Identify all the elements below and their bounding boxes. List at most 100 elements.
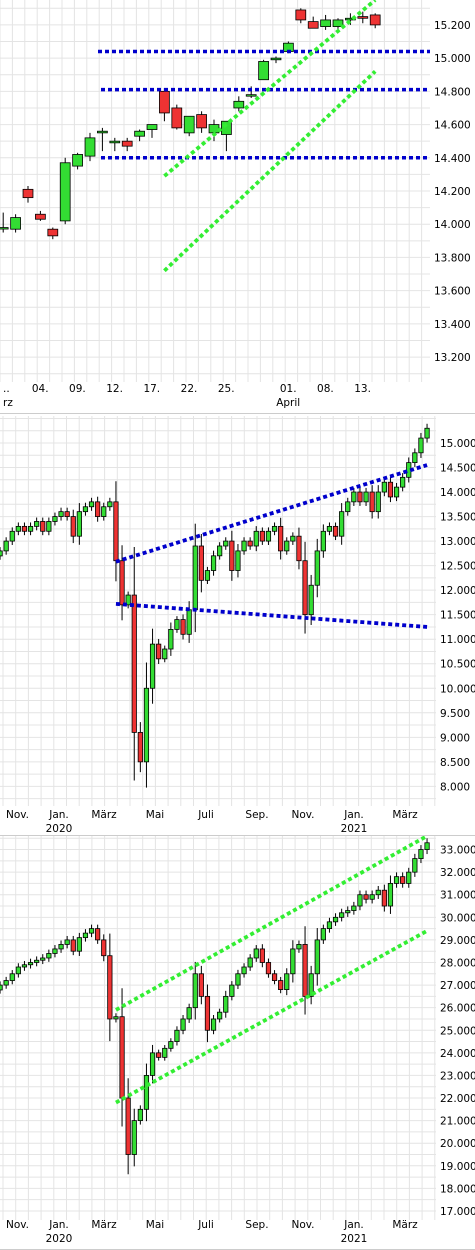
grid [0, 836, 436, 1220]
candle-up [314, 939, 320, 975]
candle-down [101, 939, 107, 957]
candle-down [363, 894, 369, 900]
candle-up [245, 94, 257, 97]
candle-up [223, 540, 229, 547]
candle-up [418, 849, 424, 859]
candle-down [247, 540, 253, 547]
candle-down [125, 1097, 131, 1155]
candle-up [162, 1047, 168, 1058]
y-tick-label: 25.000 [440, 1025, 475, 1037]
candle-up [143, 687, 150, 763]
candle-up [192, 973, 198, 1009]
chart-panel-daily: 13.200 13.400 13.600 13.800 14.000 14.200 14.4… [0, 0, 475, 414]
candle-down [369, 14, 381, 26]
y-tick-label: 22.000 [440, 1093, 475, 1105]
candle-up [183, 115, 195, 134]
x-tick-label: 22. [181, 383, 198, 395]
x-tick-label: Jan. [343, 1219, 364, 1231]
x-tick-label: März [91, 1219, 117, 1231]
candle-down [387, 481, 394, 498]
candle-up [265, 530, 272, 542]
y-tick-label: 18.000 [440, 1183, 475, 1195]
candle-up [101, 506, 107, 517]
candle-up [168, 1041, 174, 1049]
candle-down [95, 501, 101, 517]
candle-up [253, 948, 259, 959]
x-tick-label: 25. [218, 383, 235, 395]
candle-down [95, 928, 101, 941]
x-tick-label: .. [3, 383, 10, 395]
candle-up [375, 889, 381, 896]
candle-up [241, 966, 247, 975]
candle-up [186, 609, 192, 635]
y-tick-label: 17.000 [440, 1206, 475, 1218]
candle-up [363, 491, 369, 503]
candle-up [284, 973, 290, 991]
candle-up [290, 535, 296, 542]
candle-up [412, 858, 418, 873]
candle-up [146, 124, 158, 130]
candle-up [345, 910, 351, 914]
candle-up [149, 1052, 156, 1076]
candle-up [284, 540, 290, 552]
x-tick-label: März [392, 1219, 418, 1231]
x-tick-label: März [392, 809, 418, 821]
x-tick-label: 04. [32, 383, 49, 395]
x-tick-label: Mai [146, 1219, 164, 1231]
candle-up [84, 137, 96, 157]
candle-up [9, 530, 15, 542]
x-tick-label: Sep. [245, 809, 268, 821]
candle-up [339, 912, 345, 918]
candle-up [223, 995, 229, 1013]
candle-up [97, 130, 108, 134]
y-tick-label: 14.000 [440, 487, 475, 499]
candle-down [265, 962, 272, 975]
candle-down [70, 939, 76, 952]
candle-up [320, 928, 326, 941]
candle-up [326, 525, 333, 532]
candle-down [137, 732, 143, 763]
candle-up [52, 516, 58, 522]
candle-up [180, 1018, 186, 1031]
x-tick-sublabel: 2021 [341, 823, 368, 835]
candle-up [21, 964, 28, 968]
candle-down [119, 1016, 125, 1099]
trend-channel-upper [115, 463, 428, 564]
y-tick-label: 9.000 [440, 732, 470, 744]
candle-up [393, 876, 400, 884]
candle-down [295, 9, 307, 21]
x-tick-label: 09. [69, 383, 86, 395]
y-tick-label: 14.500 [440, 463, 475, 475]
candle-up [210, 555, 217, 571]
candle-up [59, 162, 71, 222]
candle-up [131, 1120, 137, 1155]
candle-up [34, 521, 40, 527]
x-tick-label: 12. [106, 383, 123, 395]
candle-up [15, 525, 21, 532]
candle-up [233, 100, 245, 109]
trend-channel-upper [163, 0, 377, 178]
candle-down [198, 545, 204, 581]
candles [0, 8, 381, 240]
y-tick-label: 11.500 [440, 610, 475, 622]
y-tick-label: 20.000 [440, 1138, 475, 1150]
candle-up [308, 584, 314, 616]
y-tick-label: 10.000 [440, 683, 475, 695]
candle-down [107, 955, 113, 1020]
trend-channel-lower [115, 601, 428, 629]
candle-down [278, 980, 284, 991]
candle-up [247, 957, 253, 968]
candle-up [162, 648, 168, 660]
x-tick-label: Juli [197, 809, 214, 821]
candle-up [137, 1108, 143, 1122]
candle-down [70, 516, 76, 537]
candle-up [271, 525, 278, 532]
candle-down [159, 90, 170, 114]
y-tick-label: 13.500 [440, 512, 475, 524]
y-tick-label: 11.000 [440, 634, 475, 646]
y-tick-label: 9.500 [440, 708, 470, 720]
candle-up [76, 937, 82, 952]
trend-channel-lower [115, 929, 428, 1105]
y-tick-label: 14.000 [434, 219, 471, 231]
candle-up [52, 948, 58, 954]
